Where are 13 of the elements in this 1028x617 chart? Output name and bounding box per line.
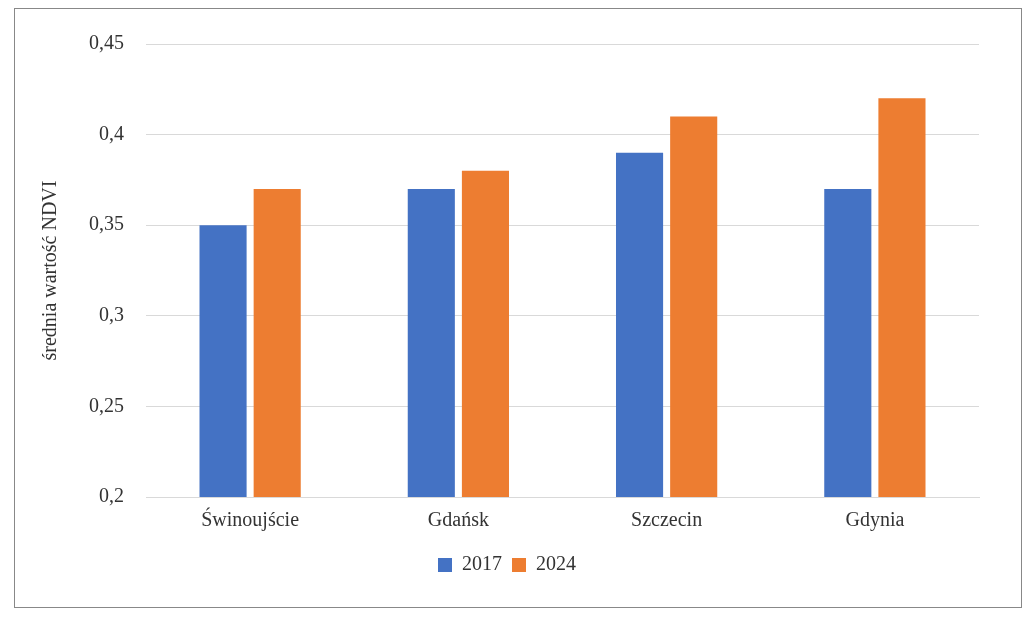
- legend-label: 2024: [536, 552, 576, 575]
- legend-label: 2017: [462, 552, 502, 575]
- y-tick-label: 0,3: [99, 303, 124, 326]
- y-tick-label: 0,35: [89, 212, 124, 235]
- y-axis-title: średnia wartość NDVI: [38, 180, 61, 361]
- y-tick-label: 0,2: [99, 484, 124, 507]
- y-tick-label: 0,4: [99, 121, 124, 144]
- y-tick-label: 0,25: [89, 393, 124, 416]
- x-tick-label: Gdańsk: [427, 508, 489, 531]
- x-tick-label: Szczecin: [631, 508, 703, 531]
- x-tick-label: Świnoujście: [201, 507, 300, 532]
- x-tick-label: Gdynia: [845, 508, 905, 532]
- y-tick-label: 0,45: [89, 31, 124, 54]
